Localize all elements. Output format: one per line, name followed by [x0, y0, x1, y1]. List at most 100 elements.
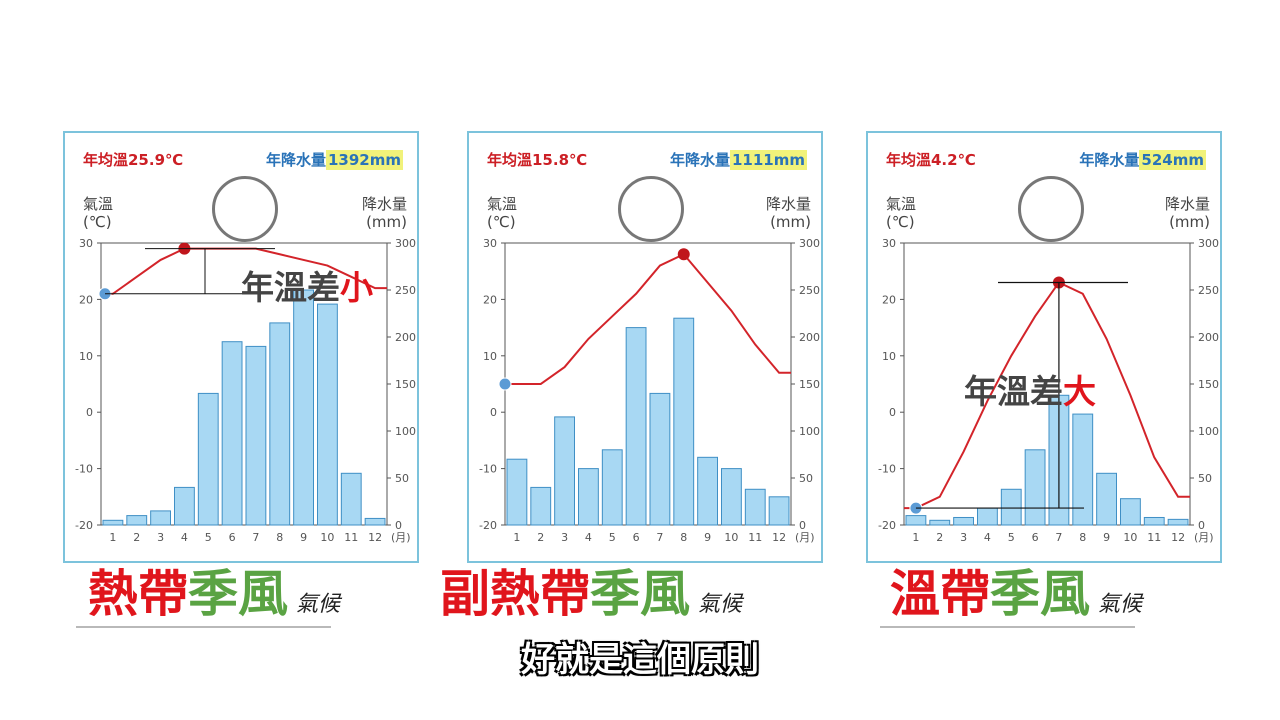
month-tick-label: 5	[1008, 531, 1015, 544]
temp-tick-label: 10	[882, 350, 896, 363]
temp-tick-label: 20	[882, 293, 896, 306]
precip-bar	[625, 327, 647, 526]
precip-bar	[126, 515, 148, 526]
temp-tick-label: -10	[75, 463, 93, 476]
precip-bar	[1167, 518, 1189, 526]
rain-tick-label: 0	[799, 519, 806, 532]
month-tick-label: 4	[984, 531, 991, 544]
precip-bar	[1120, 498, 1141, 526]
annual-temp: 年均溫25.9℃	[83, 151, 184, 169]
month-tick-label: 8	[680, 531, 687, 544]
precip-bar	[1024, 449, 1046, 526]
caption-tropical: 熱帶季風 氣候	[88, 565, 341, 623]
precip-bar	[768, 496, 790, 526]
precip-bar	[1072, 413, 1094, 526]
rain-tick-label: 0	[1198, 519, 1205, 532]
temp-tick-label: 0	[86, 406, 93, 419]
annual-temp: 年均溫4.2℃	[886, 151, 976, 169]
rain-tick-label: 150	[799, 378, 820, 391]
month-tick-label: 1	[109, 531, 116, 544]
precip-bar	[506, 458, 528, 526]
month-tick-label: 3	[157, 531, 164, 544]
month-tick-label: 6	[1032, 531, 1039, 544]
month-tick-label: 11	[748, 531, 762, 544]
month-tick-label: 4	[181, 531, 188, 544]
precip-bar	[554, 416, 575, 526]
annual-rain: 年降水量 1392mm	[265, 150, 403, 170]
month-tick-label: 8	[1079, 531, 1086, 544]
video-subtitle: 好就是這個原則	[521, 640, 759, 680]
month-tick-label: 9	[1103, 531, 1110, 544]
rain-tick-label: 0	[395, 519, 402, 532]
rain-tick-label: 250	[799, 284, 820, 297]
month-tick-label: 10	[724, 531, 738, 544]
precip-bar	[102, 519, 124, 526]
month-unit-label: (月)	[1194, 531, 1214, 544]
month-tick-label: 1	[912, 531, 919, 544]
precip-bar	[905, 515, 927, 526]
rain-tick-label: 200	[1198, 331, 1219, 344]
precip-bar	[245, 345, 267, 526]
month-tick-label: 11	[344, 531, 358, 544]
month-tick-label: 5	[205, 531, 212, 544]
annual-rain: 年降水量 1111mm	[669, 150, 807, 170]
month-tick-label: 2	[936, 531, 943, 544]
min-temp-dot	[498, 377, 512, 391]
temp-tick-label: 10	[483, 350, 497, 363]
month-tick-label: 1	[513, 531, 520, 544]
rain-tick-label: 150	[395, 378, 416, 391]
caption-underline	[880, 626, 1135, 628]
precip-bar	[673, 317, 695, 526]
left-axis-title: 氣溫 (℃)	[487, 195, 518, 231]
plot-area	[504, 242, 792, 526]
rain-tick-label: 300	[1198, 237, 1219, 250]
rain-tick-label: 50	[395, 472, 409, 485]
left-axis-title: 氣溫 (℃)	[886, 195, 917, 231]
month-tick-label: 2	[537, 531, 544, 544]
month-tick-label: 3	[960, 531, 967, 544]
temp-tick-label: 10	[79, 350, 93, 363]
precip-bar	[174, 486, 195, 526]
precip-bar	[317, 303, 338, 526]
month-tick-label: 7	[656, 531, 663, 544]
month-tick-label: 9	[704, 531, 711, 544]
precip-bar	[721, 468, 742, 526]
annual-rain: 年降水量 524mm	[1079, 150, 1206, 170]
rain-tick-label: 100	[1198, 425, 1219, 438]
temp-tick-label: -20	[479, 519, 497, 532]
temp-tick-label: 20	[79, 293, 93, 306]
caption-temperate: 溫帶季風 氣候	[890, 565, 1143, 623]
temp-tick-label: -10	[479, 463, 497, 476]
month-tick-label: 12	[368, 531, 382, 544]
blank-circle	[212, 176, 278, 242]
month-tick-label: 6	[633, 531, 640, 544]
month-tick-label: 6	[229, 531, 236, 544]
temp-tick-label: -10	[878, 463, 896, 476]
rain-tick-label: 200	[395, 331, 416, 344]
rain-tick-label: 250	[1198, 284, 1219, 297]
annual-temp: 年均溫15.8℃	[487, 151, 588, 169]
precip-bar	[221, 341, 243, 526]
temp-range-annotation: 年溫差小	[241, 268, 373, 307]
month-tick-label: 7	[1055, 531, 1062, 544]
month-tick-label: 5	[609, 531, 616, 544]
temp-tick-label: -20	[878, 519, 896, 532]
temp-tick-label: 30	[79, 237, 93, 250]
month-tick-label: 9	[300, 531, 307, 544]
precip-bar	[530, 486, 552, 526]
precip-bar	[197, 392, 219, 526]
month-tick-label: 12	[772, 531, 786, 544]
precip-bar	[1000, 488, 1022, 526]
precip-bar	[1096, 472, 1118, 526]
temp-line	[904, 281, 1190, 510]
caption-subtropical: 副熱帶季風 氣候	[440, 565, 743, 623]
right-axis-title: 降水量 (mm)	[765, 195, 811, 231]
month-tick-label: 11	[1147, 531, 1161, 544]
rain-tick-label: 200	[799, 331, 820, 344]
precip-bar	[293, 289, 315, 526]
temp-tick-label: 30	[882, 237, 896, 250]
temp-line	[505, 253, 791, 385]
